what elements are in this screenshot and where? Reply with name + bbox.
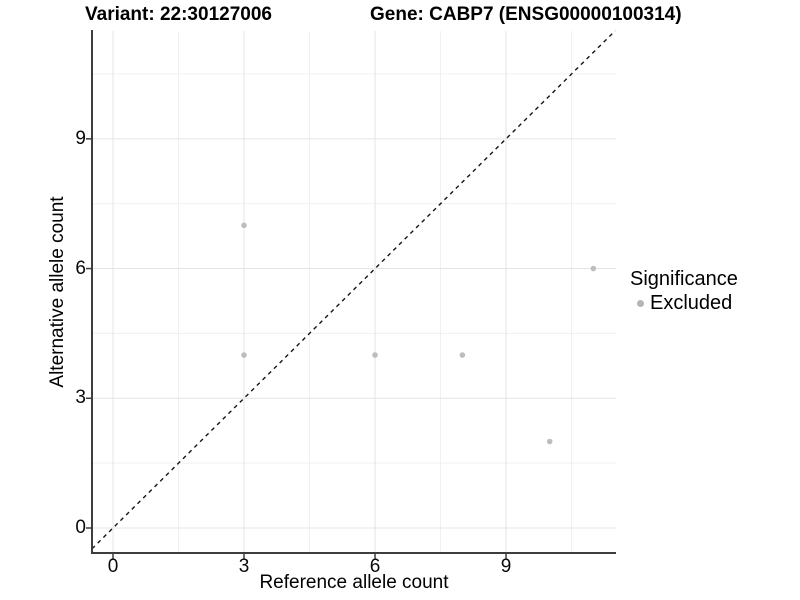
data-point — [546, 438, 553, 445]
plot-title-variant: Variant: 22:30127006 — [85, 4, 272, 25]
identity-line — [91, 30, 616, 550]
y-tick-label: 9 — [75, 127, 86, 149]
data-point — [590, 265, 597, 272]
legend-title: Significance — [630, 268, 738, 290]
data-point — [241, 222, 247, 229]
x-tick-label: 9 — [500, 556, 512, 577]
plot-panel — [86, 30, 616, 559]
data-point — [372, 352, 378, 358]
y-tick-label: 3 — [75, 387, 86, 409]
x-tick-label: 3 — [238, 556, 250, 577]
data-point — [459, 352, 466, 358]
data-point — [241, 352, 247, 358]
legend-item-excluded: Excluded — [630, 292, 738, 314]
y-tick-label: 6 — [75, 257, 86, 279]
x-axis-title: Reference allele count — [259, 572, 449, 593]
y-axis-title: Alternative allele count — [47, 196, 68, 388]
x-tick-label: 6 — [369, 556, 381, 577]
legend: Significance Excluded — [630, 268, 738, 314]
y-tick-label: 0 — [75, 517, 86, 538]
x-tick-label: 0 — [107, 556, 119, 577]
legend-point-icon — [637, 299, 644, 307]
plot-title-gene: Gene: CABP7 (ENSG00000100314) — [370, 4, 682, 25]
legend-item-label: Excluded — [650, 292, 733, 314]
